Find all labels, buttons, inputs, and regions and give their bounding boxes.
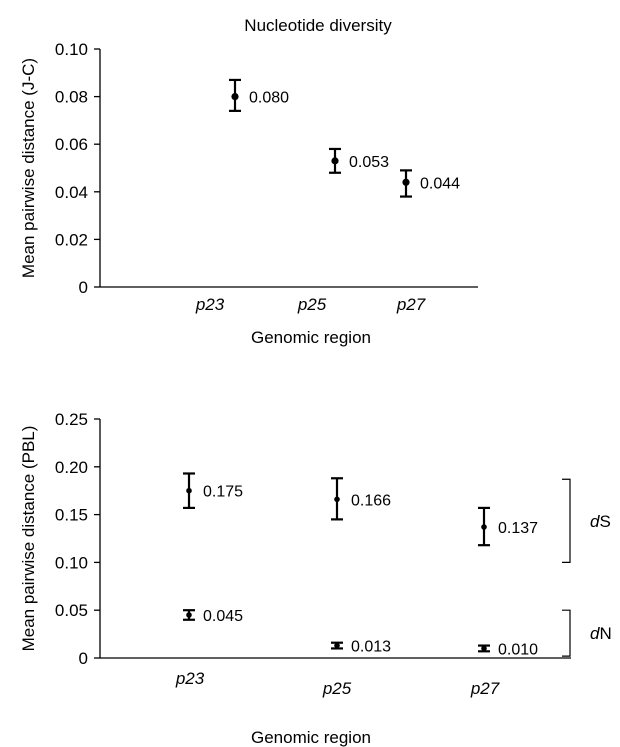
y-tick-label: 0 bbox=[79, 278, 88, 297]
bracket bbox=[562, 478, 571, 564]
x-axis-title: Genomic region bbox=[251, 728, 371, 747]
y-tick-label: 0.10 bbox=[55, 40, 88, 59]
x-axis-title: Genomic region bbox=[251, 328, 371, 347]
y-tick-label: 0.02 bbox=[55, 230, 88, 249]
chart-nucleotide-diversity: Nucleotide diversity 0 0.02 0.04 0.06 0.08 0.1… bbox=[19, 16, 478, 347]
data-point bbox=[186, 612, 192, 618]
data-point bbox=[334, 496, 340, 503]
x-tick-label: p27 bbox=[396, 295, 426, 314]
y-tick-label: 0.25 bbox=[55, 410, 88, 429]
data-label: 0.053 bbox=[349, 154, 389, 171]
x-tick-label: p25 bbox=[322, 679, 352, 698]
chart-dn-ds: 0 0.05 0.10 0.15 0.20 0.25 p23 p25 p27 Genomic re… bbox=[19, 410, 612, 747]
data-point bbox=[334, 642, 340, 649]
y-tick-label: 0.20 bbox=[55, 458, 88, 477]
y-axis-title: Mean pairwise distance (PBL) bbox=[19, 426, 38, 652]
y-tick-label: 0 bbox=[79, 649, 88, 668]
bracket-label-suffix: N bbox=[599, 624, 611, 643]
bracket-label-prefix: d bbox=[590, 624, 600, 643]
data-label: 0.013 bbox=[351, 639, 391, 656]
bracket bbox=[562, 609, 571, 657]
y-tick-label: 0.06 bbox=[55, 135, 88, 154]
bracket-label: dN bbox=[590, 624, 612, 643]
x-tick-label: p23 bbox=[175, 669, 205, 688]
data-label: 0.045 bbox=[203, 608, 243, 625]
data-label: 0.010 bbox=[498, 641, 538, 658]
y-tick-label: 0.15 bbox=[55, 506, 88, 525]
data-point bbox=[402, 178, 410, 186]
y-tick-label: 0.08 bbox=[55, 88, 88, 107]
chart-title: Nucleotide diversity bbox=[244, 16, 392, 35]
data-point bbox=[231, 93, 239, 101]
data-label: 0.080 bbox=[249, 90, 289, 107]
data-point bbox=[481, 645, 487, 652]
data-point bbox=[481, 524, 487, 530]
y-tick-label: 0.05 bbox=[55, 601, 88, 620]
bracket-label-suffix: S bbox=[599, 512, 610, 531]
data-label: 0.044 bbox=[420, 175, 460, 192]
y-tick-label: 0.10 bbox=[55, 553, 88, 572]
bracket-label-prefix: d bbox=[590, 512, 600, 531]
data-label: 0.166 bbox=[351, 492, 391, 509]
x-tick-label: p23 bbox=[195, 295, 225, 314]
data-point bbox=[186, 487, 192, 494]
y-axis-title: Mean pairwise distance (J-C) bbox=[19, 58, 38, 278]
data-point bbox=[331, 157, 339, 165]
y-tick-label: 0.04 bbox=[55, 183, 88, 202]
bracket-label: dS bbox=[590, 512, 611, 531]
data-label: 0.175 bbox=[203, 484, 243, 501]
x-tick-label: p25 bbox=[297, 295, 327, 314]
data-label: 0.137 bbox=[498, 520, 538, 537]
x-tick-label: p27 bbox=[470, 679, 500, 698]
